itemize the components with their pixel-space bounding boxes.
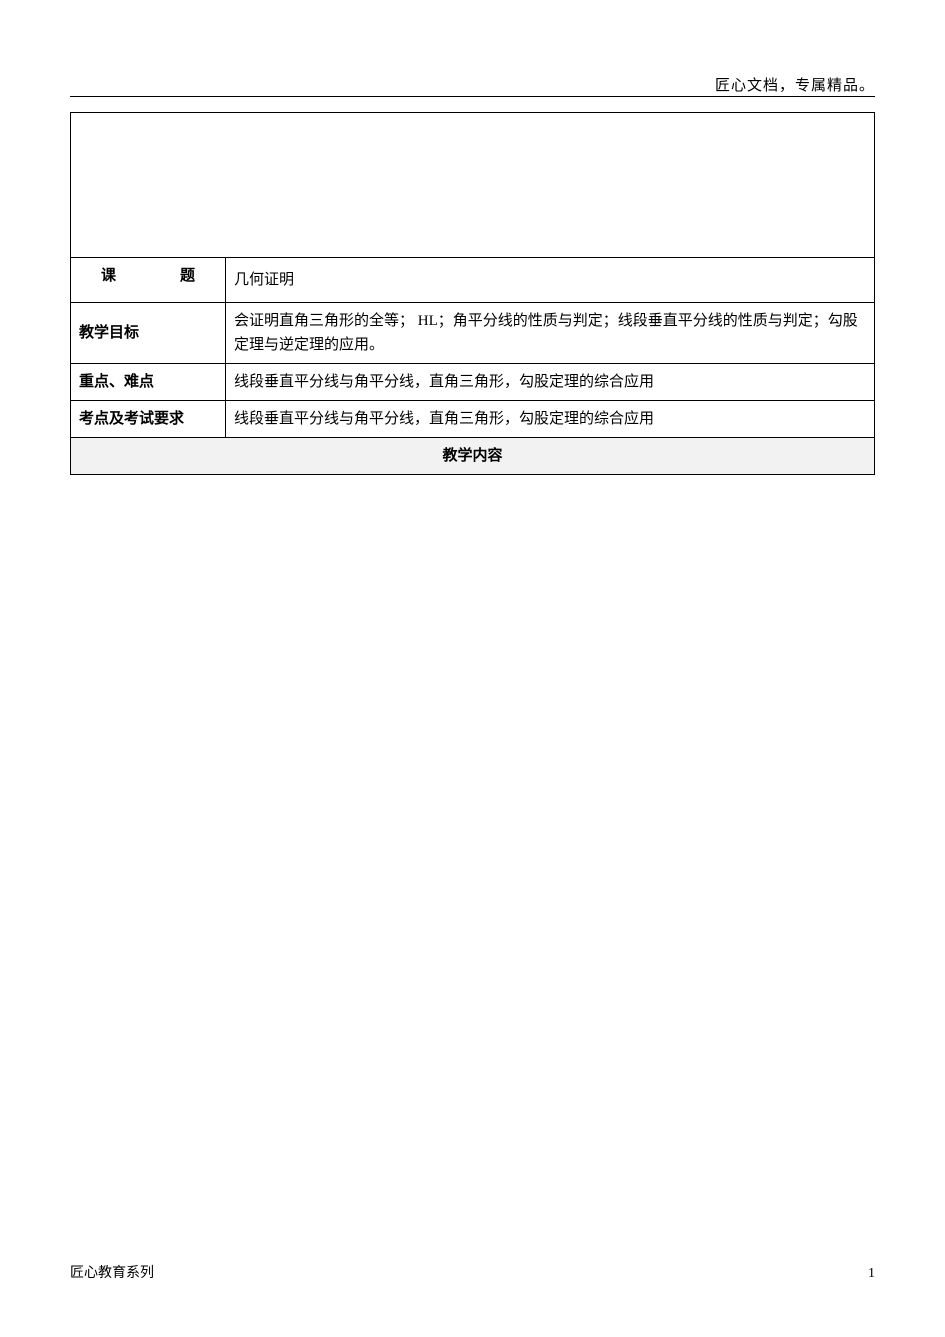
footer-left: 匠心教育系列	[70, 1262, 154, 1282]
topic-label-b: 题	[180, 264, 195, 288]
document-page: 匠心文档，专属精品。 课 题 几何证明 教学目标 会证明直角三角形的全等； HL…	[0, 0, 945, 1337]
content-header: 教学内容	[71, 438, 875, 475]
topic-label-a: 课	[101, 264, 116, 288]
exam-row: 考点及考试要求 线段垂直平分线与角平分线，直角三角形，勾股定理的综合应用	[71, 401, 875, 438]
exam-label: 考点及考试要求	[71, 401, 226, 438]
blank-cell	[71, 113, 875, 258]
key-row: 重点、难点 线段垂直平分线与角平分线，直角三角形，勾股定理的综合应用	[71, 364, 875, 401]
lesson-plan-table: 课 题 几何证明 教学目标 会证明直角三角形的全等； HL；角平分线的性质与判定…	[70, 112, 875, 475]
topic-label: 课 题	[71, 258, 226, 303]
goal-value: 会证明直角三角形的全等； HL；角平分线的性质与判定；线段垂直平分线的性质与判定…	[226, 303, 875, 364]
header-rule	[70, 96, 875, 97]
content-header-row: 教学内容	[71, 438, 875, 475]
goal-row: 教学目标 会证明直角三角形的全等； HL；角平分线的性质与判定；线段垂直平分线的…	[71, 303, 875, 364]
header-tagline: 匠心文档，专属精品。	[715, 74, 875, 95]
key-label: 重点、难点	[71, 364, 226, 401]
goal-label: 教学目标	[71, 303, 226, 364]
blank-header-row	[71, 113, 875, 258]
footer-page-number: 1	[868, 1266, 875, 1282]
key-value: 线段垂直平分线与角平分线，直角三角形，勾股定理的综合应用	[226, 364, 875, 401]
topic-value: 几何证明	[226, 258, 875, 303]
topic-row: 课 题 几何证明	[71, 258, 875, 303]
exam-value: 线段垂直平分线与角平分线，直角三角形，勾股定理的综合应用	[226, 401, 875, 438]
